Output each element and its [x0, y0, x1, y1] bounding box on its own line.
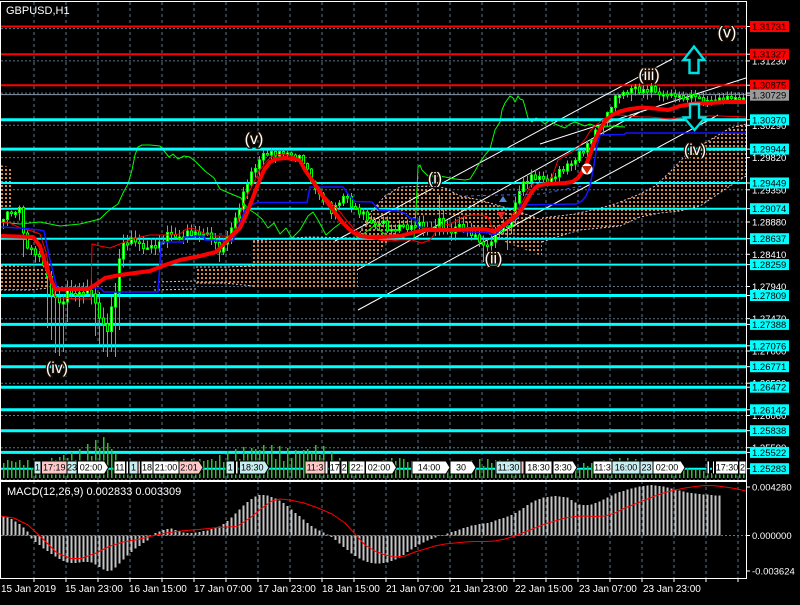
svg-text:22 Jan 15:00: 22 Jan 15:00	[515, 584, 573, 595]
svg-text:16:00: 16:00	[615, 463, 638, 473]
svg-text:17: 17	[330, 463, 340, 473]
svg-text:18: 18	[142, 463, 152, 473]
svg-text:02:00: 02:00	[80, 463, 103, 473]
svg-text:1: 1	[35, 463, 40, 473]
svg-text:(v): (v)	[245, 131, 264, 148]
svg-text:11: 11	[115, 463, 124, 473]
svg-text:2:01: 2:01	[180, 463, 198, 473]
svg-text:1.31230: 1.31230	[752, 56, 786, 67]
svg-text:2: 2	[740, 463, 745, 473]
svg-text:1.30370: 1.30370	[752, 115, 786, 126]
svg-text:23: 23	[641, 463, 651, 473]
svg-text:3:30: 3:30	[554, 463, 572, 473]
svg-text:1.27000: 1.27000	[752, 347, 786, 358]
svg-text:1.29350: 1.29350	[752, 185, 786, 196]
svg-text:1.25283: 1.25283	[752, 464, 786, 475]
svg-text:30: 30	[456, 463, 466, 473]
svg-text:1.26142: 1.26142	[752, 405, 786, 416]
svg-text:(iii): (iii)	[638, 67, 659, 84]
svg-text:0.004280: 0.004280	[752, 483, 792, 494]
svg-text:1: 1	[228, 463, 233, 473]
svg-text:0.000000: 0.000000	[752, 531, 792, 542]
svg-text:17 Jan 07:00: 17 Jan 07:00	[194, 584, 252, 595]
svg-text:1.25522: 1.25522	[752, 448, 786, 459]
svg-text:11:30: 11:30	[498, 463, 520, 473]
svg-text:18:30: 18:30	[527, 463, 550, 473]
svg-text:(ii): (ii)	[485, 251, 503, 268]
svg-text:22:: 22:	[351, 463, 364, 473]
svg-text:16 Jan 15:00: 16 Jan 15:00	[129, 584, 187, 595]
svg-text:MACD(12,26,9) 0.002833 0.00330: MACD(12,26,9) 0.002833 0.003309	[7, 486, 181, 498]
svg-text:GBPUSD,H1: GBPUSD,H1	[6, 5, 70, 17]
svg-text:11:3: 11:3	[594, 463, 611, 473]
svg-text:1.29820: 1.29820	[752, 153, 786, 164]
svg-text:(iv): (iv)	[684, 142, 706, 159]
svg-text:1.26060: 1.26060	[752, 411, 786, 422]
svg-text:17:30: 17:30	[716, 463, 739, 473]
svg-text:1.25838: 1.25838	[752, 426, 786, 437]
svg-text:21 Jan 23:00: 21 Jan 23:00	[450, 584, 508, 595]
svg-text:1.26472: 1.26472	[752, 383, 786, 394]
svg-text:14:00: 14:00	[418, 463, 441, 473]
svg-text:21 Jan 07:00: 21 Jan 07:00	[386, 584, 444, 595]
svg-text:1.27076: 1.27076	[752, 341, 786, 352]
svg-text:02:00: 02:00	[368, 463, 391, 473]
svg-text:15 Jan 23:00: 15 Jan 23:00	[65, 584, 123, 595]
svg-text:(v): (v)	[718, 25, 737, 42]
svg-text:1.27388: 1.27388	[752, 320, 786, 331]
svg-text:17:19: 17:19	[43, 463, 66, 473]
svg-text:1.28880: 1.28880	[752, 218, 786, 229]
svg-text:1.30729: 1.30729	[752, 91, 786, 102]
svg-text:1.30875: 1.30875	[752, 81, 786, 92]
svg-text:1.27809: 1.27809	[752, 291, 786, 302]
svg-text:1.28637: 1.28637	[752, 234, 786, 245]
svg-text:(iv): (iv)	[46, 360, 68, 377]
svg-text:2: 2	[342, 463, 347, 473]
svg-text:(i): (i)	[428, 171, 442, 188]
svg-text:-0.003624: -0.003624	[752, 567, 795, 578]
svg-text:1.28259: 1.28259	[752, 260, 786, 271]
svg-text:1.27940: 1.27940	[752, 282, 786, 293]
svg-text:21:00: 21:00	[155, 463, 178, 473]
svg-text:11:3: 11:3	[307, 463, 324, 473]
svg-text:1.30290: 1.30290	[752, 121, 786, 132]
svg-text:02:00: 02:00	[656, 463, 679, 473]
svg-text:1.31327: 1.31327	[752, 50, 786, 61]
svg-text:17 Jan 23:00: 17 Jan 23:00	[258, 584, 316, 595]
svg-text:18 Jan 15:00: 18 Jan 15:00	[322, 584, 380, 595]
svg-text:1.28410: 1.28410	[752, 250, 786, 261]
svg-text:1.29944: 1.29944	[752, 145, 786, 156]
svg-text:1: 1	[131, 463, 136, 473]
svg-text:1.31731: 1.31731	[752, 22, 786, 33]
svg-text:1.26771: 1.26771	[752, 362, 786, 373]
svg-text:23: 23	[67, 463, 77, 473]
svg-text:18:30: 18:30	[241, 463, 264, 473]
svg-text:1.29449: 1.29449	[752, 179, 786, 190]
svg-text:23 Jan 07:00: 23 Jan 07:00	[579, 584, 637, 595]
svg-text:1.29074: 1.29074	[752, 204, 786, 215]
svg-text:15 Jan 2019: 15 Jan 2019	[1, 584, 56, 595]
svg-text:23 Jan 23:00: 23 Jan 23:00	[643, 584, 701, 595]
